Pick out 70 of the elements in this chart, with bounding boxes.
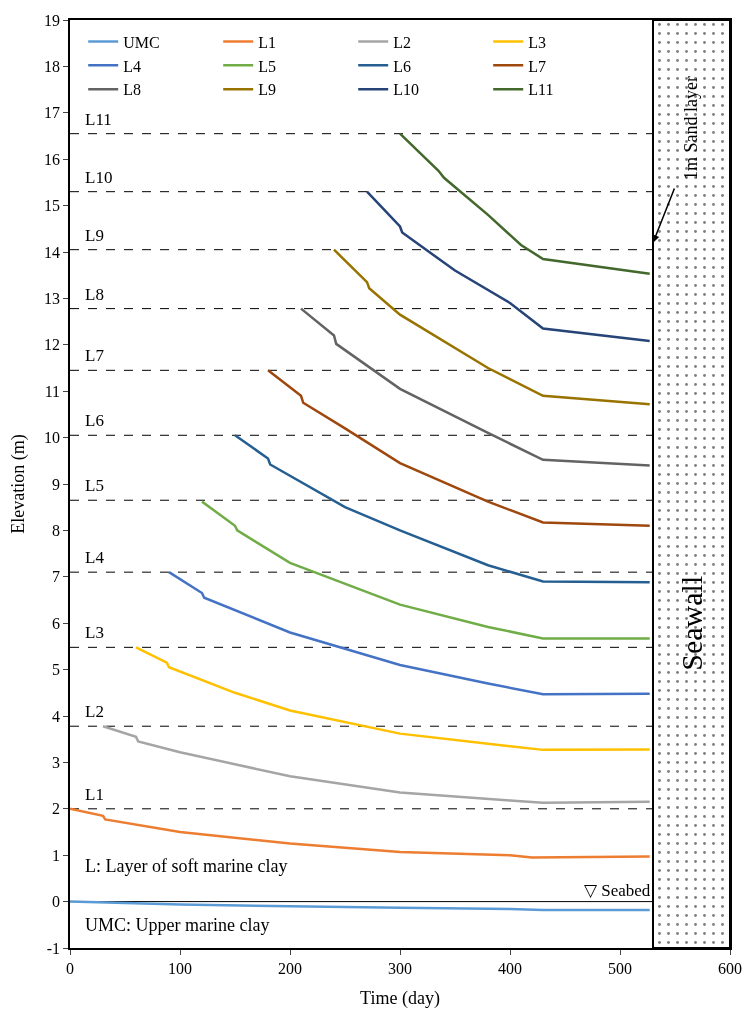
- y-tick-label: 10: [44, 429, 61, 447]
- y-tick-label: 4: [52, 707, 61, 725]
- ref-line-label: L4: [85, 548, 105, 567]
- annotation: 1m Sand layer: [681, 75, 702, 180]
- x-tick-label: 600: [718, 959, 742, 977]
- y-tick-label: 14: [44, 243, 61, 261]
- x-tick-label: 500: [608, 959, 632, 977]
- ref-line-label: L1: [85, 785, 104, 804]
- legend-label: L6: [393, 57, 411, 75]
- line-series: [233, 434, 651, 584]
- line-series: [200, 500, 651, 640]
- ref-line-label: L3: [85, 623, 104, 642]
- band-label: Seawall: [675, 575, 709, 671]
- y-tick-label: 9: [52, 475, 61, 493]
- legend-label: L11: [528, 81, 554, 99]
- line-series: [70, 900, 651, 912]
- y-tick-label: 8: [52, 522, 61, 539]
- ref-line-label: L11: [85, 110, 112, 129]
- legend-label: UMC: [123, 33, 160, 51]
- y-tick-label: 15: [44, 197, 61, 215]
- line-series: [266, 369, 651, 528]
- y-tick-label: 3: [52, 754, 61, 771]
- legend-label: L9: [258, 81, 276, 99]
- line-series: [167, 570, 651, 696]
- y-tick-label: 7: [52, 568, 61, 586]
- line-series: [134, 646, 651, 752]
- x-tick-label: 200: [278, 959, 302, 977]
- legend-label: L7: [528, 57, 546, 75]
- legend-label: L5: [258, 57, 276, 75]
- ref-line-label: ▽ Seabed: [584, 881, 651, 900]
- annotation: L: Layer of soft marine clay: [85, 856, 288, 876]
- x-tick-label: 300: [388, 959, 412, 977]
- y-tick-label: 11: [44, 382, 61, 400]
- y-tick-label: 19: [44, 11, 61, 29]
- ref-line-label: L8: [85, 285, 104, 304]
- ref-line-label: L9: [85, 226, 104, 245]
- y-tick-label: 13: [44, 290, 61, 307]
- y-tick-label: 17: [44, 104, 61, 122]
- y-tick-label: 18: [44, 58, 61, 75]
- legend-label: L8: [123, 81, 141, 99]
- line-series: [398, 132, 651, 276]
- legend-label: L3: [528, 33, 546, 51]
- legend-label: L10: [393, 81, 419, 99]
- ref-line-label: L7: [85, 346, 105, 365]
- legend-label: L2: [393, 33, 411, 51]
- line-series: [70, 807, 651, 859]
- line-series: [299, 307, 651, 467]
- x-tick-label: 100: [168, 959, 192, 977]
- x-tick-label: 400: [498, 959, 522, 977]
- ref-line-label: L6: [85, 411, 104, 430]
- line-series: [332, 248, 651, 406]
- legend-label: L4: [123, 57, 141, 75]
- ref-line-label: L2: [85, 702, 104, 721]
- x-axis-title: Time (day): [360, 987, 440, 1009]
- y-tick-label: -1: [46, 939, 61, 957]
- ref-line-label: L10: [85, 168, 113, 187]
- y-tick-label: 16: [44, 150, 61, 168]
- line-series: [101, 724, 651, 805]
- y-tick-label: 12: [44, 336, 61, 354]
- annotation: UMC: Upper marine clay: [85, 915, 270, 935]
- y-tick-label: 1: [52, 846, 61, 864]
- x-tick-label: 0: [66, 959, 74, 977]
- y-axis-title: Elevation (m): [7, 434, 29, 534]
- ref-line-label: L5: [85, 476, 104, 495]
- legend-label: L1: [258, 33, 276, 51]
- y-tick-label: 5: [52, 661, 61, 679]
- line-series: [365, 190, 651, 343]
- y-tick-label: 0: [52, 893, 61, 911]
- y-tick-label: 2: [52, 800, 61, 818]
- y-tick-label: 6: [52, 614, 61, 632]
